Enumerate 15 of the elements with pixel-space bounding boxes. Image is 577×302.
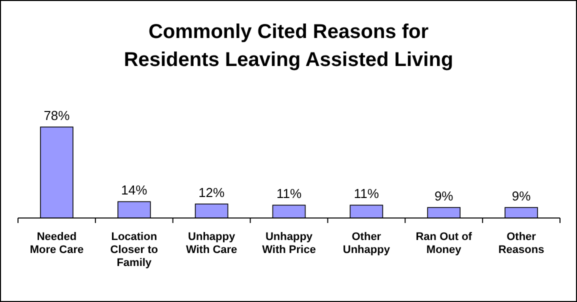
x-tick-label: Location Closer to Family	[110, 231, 158, 269]
data-label: 11%	[276, 186, 302, 202]
data-label: 78%	[44, 108, 70, 123]
x-tick-label: Other Unhappy	[342, 231, 391, 256]
data-label: 11%	[354, 186, 380, 202]
x-tick-label: Other Reasons	[498, 231, 544, 256]
data-label: 12%	[198, 185, 226, 200]
data-label: 9%	[512, 188, 532, 204]
x-tick-label: Unhappy With Price	[262, 231, 316, 256]
data-label: 9%	[434, 188, 454, 204]
x-tick-label: Unhappy With Care	[186, 231, 238, 256]
x-tick-label: Needed More Care	[30, 231, 84, 256]
chart-title: Commonly Cited Reasons for Residents Leaving Assisted Living	[124, 21, 454, 71]
data-label: 14%	[121, 182, 148, 198]
x-tick-label: Ran Out of Money	[416, 231, 472, 256]
